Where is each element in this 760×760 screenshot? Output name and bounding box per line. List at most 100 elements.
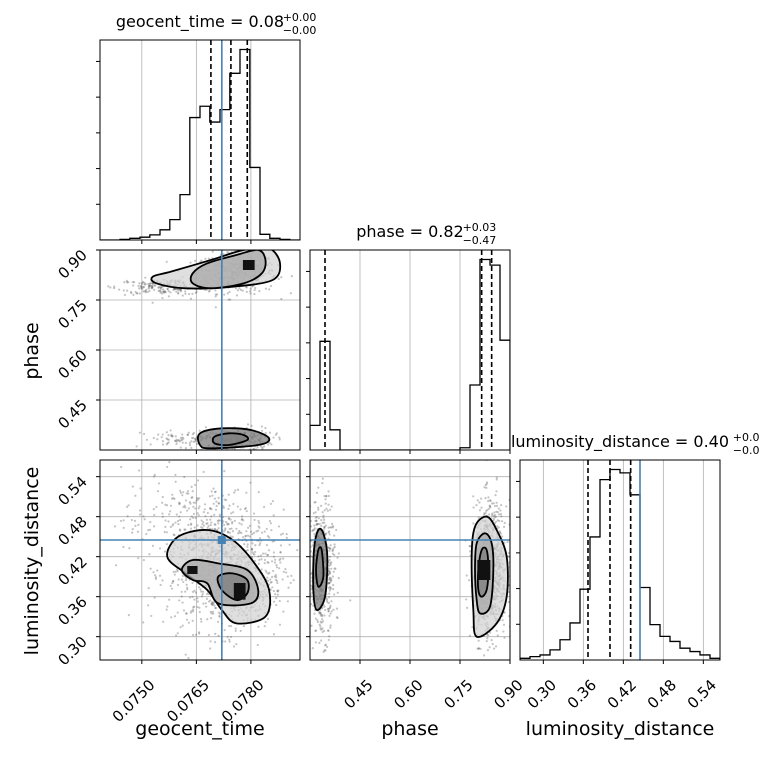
- scatter-point: [263, 445, 266, 448]
- scatter-point: [207, 290, 210, 293]
- scatter-point: [122, 519, 125, 522]
- scatter-point: [227, 517, 231, 520]
- scatter-point: [277, 589, 280, 592]
- scatter-point: [169, 584, 172, 588]
- scatter-point: [296, 548, 299, 552]
- scatter-point: [512, 594, 514, 596]
- scatter-point: [514, 549, 516, 551]
- scatter-point: [148, 553, 151, 556]
- scatter-point: [331, 548, 334, 552]
- scatter-point: [212, 602, 215, 605]
- scatter-point: [224, 527, 227, 530]
- scatter-point: [194, 507, 197, 510]
- scatter-point: [216, 520, 220, 523]
- scatter-point: [494, 673, 496, 675]
- scatter-point: [503, 636, 506, 639]
- scatter-point: [329, 580, 332, 583]
- scatter-point: [165, 543, 168, 546]
- scatter-point: [274, 573, 278, 577]
- scatter-point: [151, 285, 154, 288]
- scatter-point: [349, 599, 352, 602]
- scatter-point: [477, 639, 480, 642]
- scatter-point: [302, 608, 304, 610]
- scatter-point: [465, 598, 468, 601]
- scatter-point: [167, 290, 170, 293]
- scatter-point: [167, 520, 170, 523]
- scatter-point: [257, 625, 260, 628]
- scatter-point: [321, 613, 324, 617]
- scatter-point: [280, 276, 283, 279]
- scatter-point: [162, 290, 165, 293]
- scatter-point: [152, 508, 155, 511]
- scatter-point: [211, 663, 213, 665]
- scatter-point: [210, 521, 213, 524]
- scatter-point: [226, 530, 229, 533]
- scatter-point: [119, 519, 123, 523]
- scatter-point: [174, 439, 178, 442]
- scatter-point: [179, 489, 182, 492]
- scatter-point: [177, 439, 180, 442]
- scatter-point: [314, 519, 317, 523]
- scatter-point: [331, 552, 334, 555]
- scatter-point: [321, 477, 324, 480]
- scatter-point: [250, 424, 253, 427]
- scatter-point: [201, 527, 204, 530]
- axis-label-x-geocent-time: geocent_time: [135, 718, 264, 740]
- scatter-point: [311, 544, 314, 547]
- scatter-point: [161, 495, 164, 499]
- scatter-point: [479, 647, 482, 650]
- scatter-point: [192, 610, 195, 613]
- scatter-point: [142, 432, 146, 436]
- scatter-point: [313, 528, 316, 531]
- scatter-point: [166, 288, 169, 291]
- scatter-point: [285, 536, 288, 539]
- scatter-point: [257, 525, 260, 528]
- scatter-point: [318, 522, 321, 526]
- scatter-point: [214, 289, 217, 292]
- scatter-point: [253, 518, 256, 522]
- scatter-point: [134, 290, 137, 294]
- scatter-point: [165, 437, 168, 440]
- scatter-point: [156, 490, 160, 493]
- scatter-point: [484, 484, 487, 487]
- scatter-point: [290, 574, 293, 577]
- scatter-point: [171, 434, 174, 438]
- scatter-point: [472, 506, 475, 509]
- scatter-point: [144, 291, 147, 294]
- scatter-point: [161, 433, 164, 436]
- scatter-point: [306, 529, 308, 531]
- scatter-point: [196, 597, 199, 600]
- scatter-point: [145, 438, 148, 441]
- scatter-point: [469, 545, 472, 548]
- scatter-point: [198, 497, 201, 500]
- scatter-point: [327, 494, 331, 498]
- scatter-point: [325, 495, 328, 498]
- scatter-point: [223, 629, 226, 632]
- scatter-point: [211, 603, 214, 606]
- scatter-point: [146, 291, 149, 294]
- scatter-point: [468, 634, 471, 637]
- scatter-point: [282, 610, 285, 613]
- scatter-point: [192, 436, 195, 440]
- scatter-point: [178, 503, 181, 506]
- scatter-point: [176, 583, 180, 587]
- scatter-point: [262, 451, 264, 453]
- scatter-point: [279, 551, 282, 554]
- scatter-point: [178, 529, 182, 532]
- scatter-point: [316, 620, 319, 624]
- scatter-point: [500, 520, 504, 523]
- scatter-point: [314, 641, 317, 644]
- scatter-point: [336, 616, 339, 620]
- scatter-point: [131, 485, 134, 488]
- scatter-point: [235, 287, 238, 290]
- scatter-point: [290, 274, 293, 278]
- scatter-point: [269, 284, 273, 288]
- scatter-point: [476, 499, 479, 502]
- scatter-point: [144, 290, 147, 293]
- scatter-point: [505, 505, 508, 508]
- scatter-point: [246, 526, 250, 529]
- scatter-point: [218, 614, 221, 617]
- scatter-point: [209, 599, 212, 602]
- scatter-point: [335, 528, 338, 532]
